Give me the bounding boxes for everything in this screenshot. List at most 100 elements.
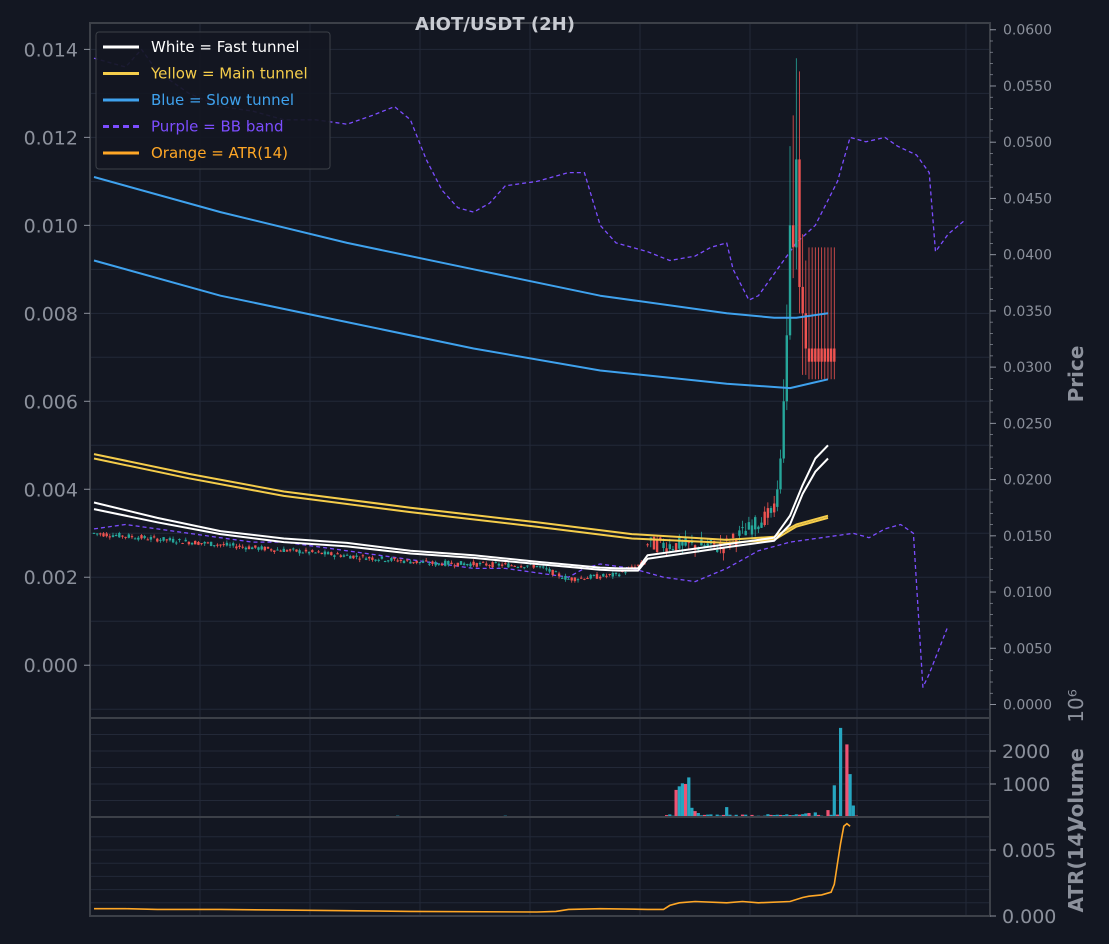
candle-body: [820, 348, 823, 362]
price-right-tick-label: 0.0550: [1003, 79, 1052, 95]
volume-bar: [740, 814, 745, 817]
candle-body: [152, 536, 156, 538]
price-left-tick-label: 0.014: [24, 39, 78, 61]
candle-body: [779, 458, 782, 490]
candle-body: [118, 533, 121, 538]
candle-body: [519, 566, 523, 568]
candle-body: [361, 555, 365, 557]
candle-body: [481, 561, 485, 563]
candle-body: [738, 530, 741, 536]
slow-tunnel-series: [93, 176, 829, 390]
candle-body: [592, 574, 596, 576]
candle-body: [440, 563, 444, 566]
candle-body: [829, 348, 833, 362]
candle-body: [323, 551, 327, 555]
candle-body: [760, 522, 763, 528]
candle-body: [810, 348, 814, 362]
candle-body: [795, 159, 798, 248]
candle-body: [462, 563, 466, 566]
price-right-tick-label: 0.0100: [1003, 585, 1052, 601]
price-left-ticks: 0.000 0.002 0.004 0.006 0.008 0.010 0.012 0.014: [24, 39, 90, 677]
candle-body: [165, 539, 168, 541]
legend-box: [95, 31, 331, 170]
candle-body: [605, 575, 608, 577]
candle-body: [500, 564, 504, 566]
candle-body: [304, 549, 308, 552]
candle-body: [469, 563, 472, 567]
volume-bar: [766, 814, 770, 817]
volume-bar: [728, 814, 732, 817]
volume-bar: [680, 783, 684, 817]
legend-label: Yellow = Main tunnel: [150, 65, 308, 83]
price-right-tick-label: 0.0200: [1003, 473, 1052, 489]
candle-body: [747, 522, 751, 530]
candle-body: [130, 536, 134, 538]
volume-bar: [722, 814, 726, 817]
candle-body: [260, 546, 263, 550]
candle-body: [111, 535, 115, 537]
price-left-tick-label: 0.010: [24, 215, 78, 237]
candle-body: [706, 543, 709, 547]
candle-body: [456, 562, 459, 567]
price-right-tick-label: 0.0600: [1003, 23, 1052, 39]
slow-tunnel-line: [93, 259, 829, 390]
volume-bar: [797, 814, 802, 817]
candle-body: [181, 543, 184, 544]
candle-body: [798, 159, 801, 287]
candle-body: [270, 549, 273, 551]
candle-body: [187, 541, 191, 545]
candle-body: [368, 557, 371, 559]
candle-body: [744, 530, 747, 536]
candle-body: [595, 574, 599, 579]
candle-body: [390, 558, 393, 561]
candle-body: [330, 552, 333, 556]
candle-body: [532, 565, 535, 568]
volume-bar: [750, 814, 754, 817]
candle-body: [548, 569, 551, 572]
candle-body: [298, 550, 301, 554]
candle-body: [178, 539, 181, 541]
candle-body: [162, 537, 165, 541]
atr-tick-label: 0.005: [1002, 840, 1056, 862]
volume-ticks: 1000 2000: [990, 741, 1050, 796]
candle-body: [273, 550, 276, 552]
candle-body: [513, 565, 516, 567]
candle-body: [377, 559, 380, 561]
price-left-tick-label: 0.000: [24, 655, 78, 677]
candle-body: [703, 545, 706, 548]
candle-body: [396, 560, 399, 562]
candle-body: [535, 565, 539, 568]
candle-body: [542, 566, 545, 568]
candle-body: [374, 559, 377, 561]
candle-body: [225, 542, 229, 546]
candle-body: [823, 348, 826, 362]
price-right-tick-label: 0.0250: [1003, 416, 1052, 432]
volume-bar: [807, 813, 811, 817]
atr-ticks: 0.000 0.005: [990, 840, 1056, 928]
candle-body: [285, 550, 289, 552]
candle-body: [216, 544, 219, 546]
candle-body: [431, 561, 434, 564]
candle-body: [339, 555, 342, 557]
fast-tunnel-line: [93, 457, 829, 572]
candle-body: [678, 537, 681, 549]
volume-bar: [709, 814, 713, 817]
panel-frame: [89, 816, 991, 917]
volume-scale-label: 10⁶: [1064, 689, 1088, 722]
volume-bar: [851, 805, 855, 817]
candle-body: [336, 553, 339, 555]
price-left-tick-label: 0.008: [24, 303, 78, 325]
candle-body: [121, 535, 124, 537]
candle-body: [766, 508, 770, 518]
candle-body: [326, 552, 330, 555]
candle-body: [741, 527, 744, 529]
volume-bar: [677, 786, 681, 817]
candle-body: [586, 578, 589, 579]
volume-bar: [684, 784, 688, 817]
candle-body: [716, 550, 719, 552]
volume-bar: [715, 814, 719, 817]
candle-body: [282, 548, 285, 552]
candle-body: [583, 578, 586, 580]
candle-body: [788, 225, 792, 336]
candle-body: [228, 544, 232, 546]
